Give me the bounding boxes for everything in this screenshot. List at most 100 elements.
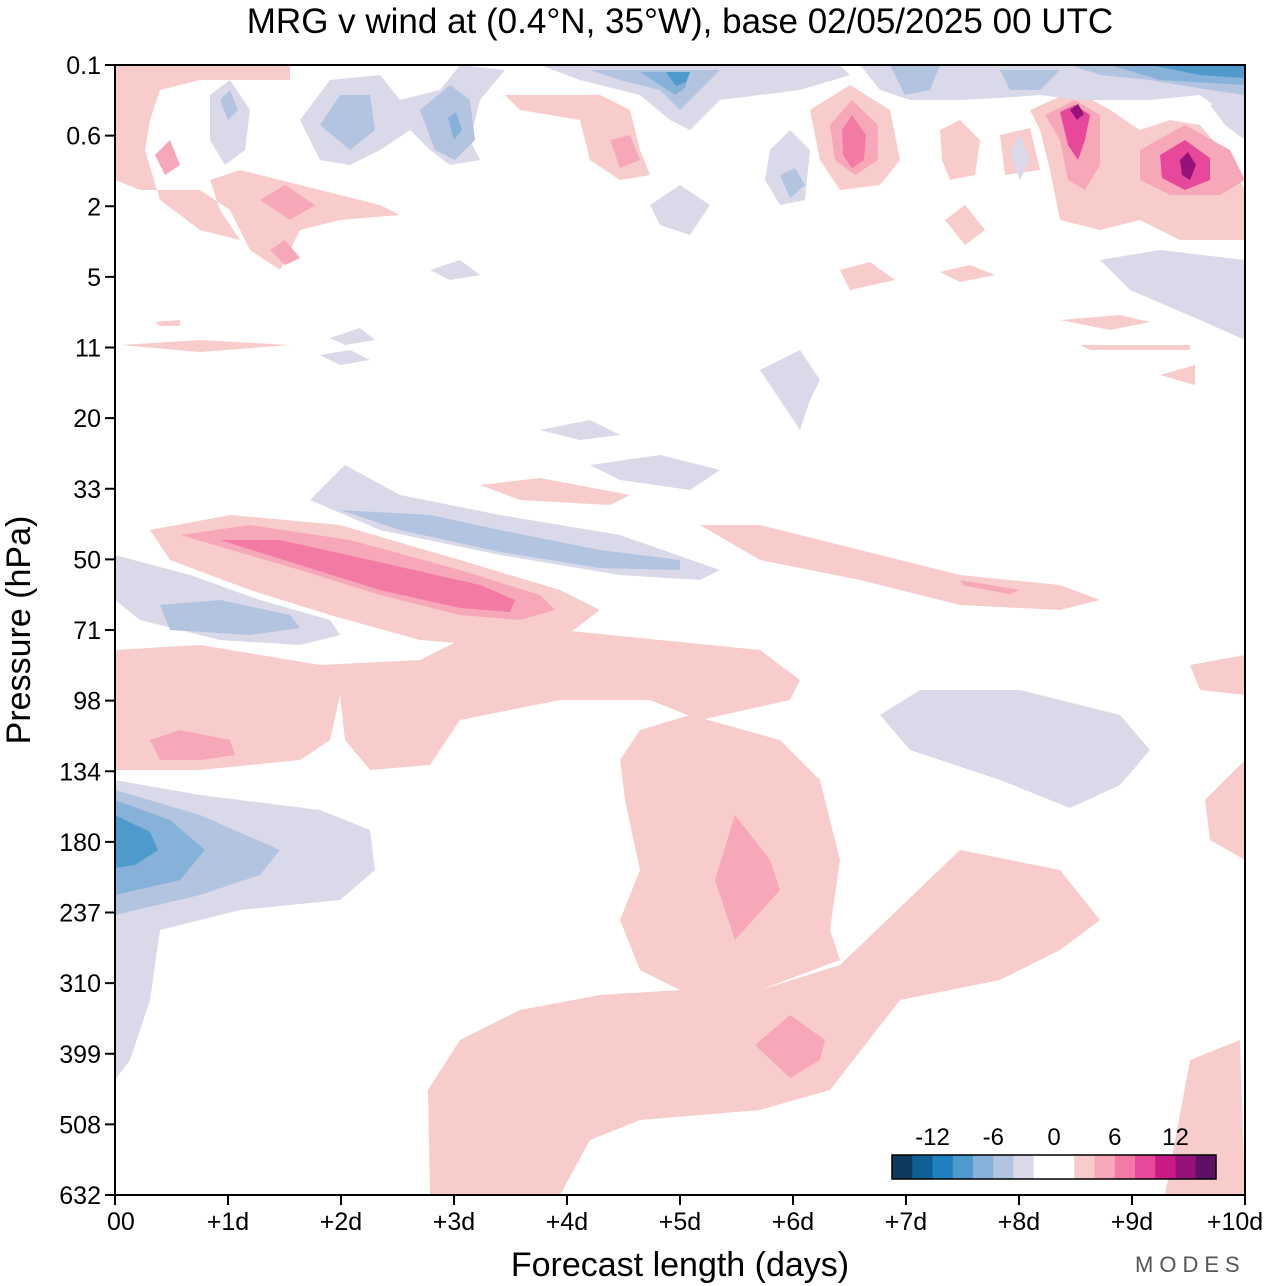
colorbar-swatch [952,1155,974,1179]
colorbar-label: 6 [1108,1124,1121,1151]
contour-pos-right-4 [1080,345,1190,350]
y-axis-label: Pressure (hPa) [0,516,38,745]
contour-pos-11-2 [155,320,180,326]
y-tick-label: 180 [59,829,101,857]
contour-upper-pink-11 [945,205,985,245]
contour-pos-right [1205,760,1245,860]
contour-neg-left-mid-2 [160,600,300,635]
contour-upper-pink-3 [260,185,315,220]
colorbar-swatch [1013,1155,1035,1179]
contour-pos-right-7 [940,265,995,282]
y-tick-label: 33 [73,476,101,504]
contour-upper-blue-3 [420,85,475,160]
contour-pos-lower-mid-peak [715,815,780,940]
colorbar-swatch [973,1155,994,1179]
y-tick-label: 2 [87,193,101,221]
y-tick-label: 399 [59,1041,101,1069]
contour-neg-small-4 [430,260,480,280]
contour-upper-blue-23 [320,350,370,365]
chart-title: MRG v wind at (0.4°N, 35°W), base 02/05/… [247,2,1113,41]
x-axis-label: Forecast length (days) [511,1246,849,1284]
contour-pos-right-6 [840,262,895,290]
contour-upper-pink-15 [1060,105,1090,160]
y-tick-label: 5 [87,264,101,292]
contour-upper-pink-5 [505,95,650,180]
contour-upper-pink-10 [940,120,980,180]
contour-upper-blue-13 [1000,70,1060,90]
colorbar-swatch [1114,1155,1136,1179]
y-tick-label: 50 [73,546,101,574]
colorbar-swatch [993,1155,1014,1179]
contour-upper-blue-6 [220,90,238,120]
contour-pos-ribbon-3 [220,540,515,612]
colorbar-swatch [1195,1155,1217,1179]
contour-pos-lower [428,850,1100,1195]
contour-upper-pink-9 [842,115,866,168]
contour-neg-band-2 [340,510,680,570]
colorbar-swatch [1033,1155,1055,1179]
y-tick-label: 632 [59,1182,101,1210]
contour-neg-small-2 [540,420,620,440]
x-tick-label: +2d [320,1208,362,1236]
x-tick-label: +10d [1207,1208,1263,1236]
contour-upper-blue-12 [890,65,940,95]
contour-field [115,65,1245,1195]
contour-pos-right-3 [1060,315,1150,330]
colorbar-swatch [1054,1155,1075,1179]
contour-neg-lower-left-4 [115,815,158,868]
contour-pos-11-1 [120,340,290,352]
contour-upper-blue-22 [330,328,375,345]
x-tick-label: +9d [1111,1208,1153,1236]
colorbar-label: 0 [1047,1124,1060,1151]
y-tick-label: 0.6 [66,123,101,151]
contour-upper-blue-2 [320,95,375,150]
colorbar-swatch [912,1155,933,1179]
contour-upper-pink-18 [1180,152,1196,180]
x-tick-label: +5d [659,1208,701,1236]
contour-upper-blue-10 [666,72,690,86]
contour-pos-ribbon-right [700,525,1100,610]
contour-pos-mid-level [115,630,800,770]
y-tick-label: 310 [59,970,101,998]
contour-upper-blue-5 [210,80,250,165]
x-tick-label: +6d [772,1208,814,1236]
x-tick-label: 00 [107,1208,135,1236]
colorbar-frame [891,1154,1217,1180]
x-tick-label: +8d [998,1208,1040,1236]
contour-neg-small-1 [590,455,720,490]
y-tick-label: 11 [75,335,101,363]
contour-neg-right [880,690,1150,808]
contour-upper-blue-19 [650,185,710,235]
colorbar-swatch [1155,1155,1176,1179]
contour-upper-pink-4 [270,240,300,265]
x-tick-label: +1d [207,1208,249,1236]
y-tick-label: 98 [73,688,101,716]
colorbar-swatch [1135,1155,1156,1179]
contour-upper-blue-18 [780,168,805,198]
y-tick-label: 508 [59,1111,101,1139]
contour-upper-pink-2 [155,140,180,175]
contour-upper-band-pink-1 [115,65,400,270]
y-tick-label: 71 [73,617,101,645]
contour-pos-mid-level-2 [150,730,235,760]
colorbar: -12 -6 0 6 12 [891,1124,1217,1180]
contour-pos-small-1 [480,478,630,505]
modes-credit: MODES [1135,1252,1246,1277]
contour-upper-pink-19 [1070,104,1084,120]
y-tick-label: 237 [59,900,101,928]
y-tick-label: 0.1 [66,52,101,80]
colorbar-label: 12 [1162,1124,1189,1151]
contour-neg-lower-left-3 [115,800,205,895]
contour-upper-blue-7 [540,65,850,130]
contour-pos-ribbon-right-2 [960,580,1020,594]
contour-upper-blue-20 [1010,135,1030,180]
y-axis: 0.1 0.6 2 5 11 20 33 50 71 98 134 180 237 310 399 508 63… [59,52,115,1210]
colorbar-swatch [932,1155,954,1179]
x-tick-label: +4d [546,1208,588,1236]
contour-pos-right-5 [1160,365,1195,385]
contour-upper-blue-16 [1150,65,1245,78]
contour-neg-small-3 [760,350,820,430]
contour-pos-right2 [1190,655,1245,695]
contour-neg-small-5 [1100,250,1245,340]
